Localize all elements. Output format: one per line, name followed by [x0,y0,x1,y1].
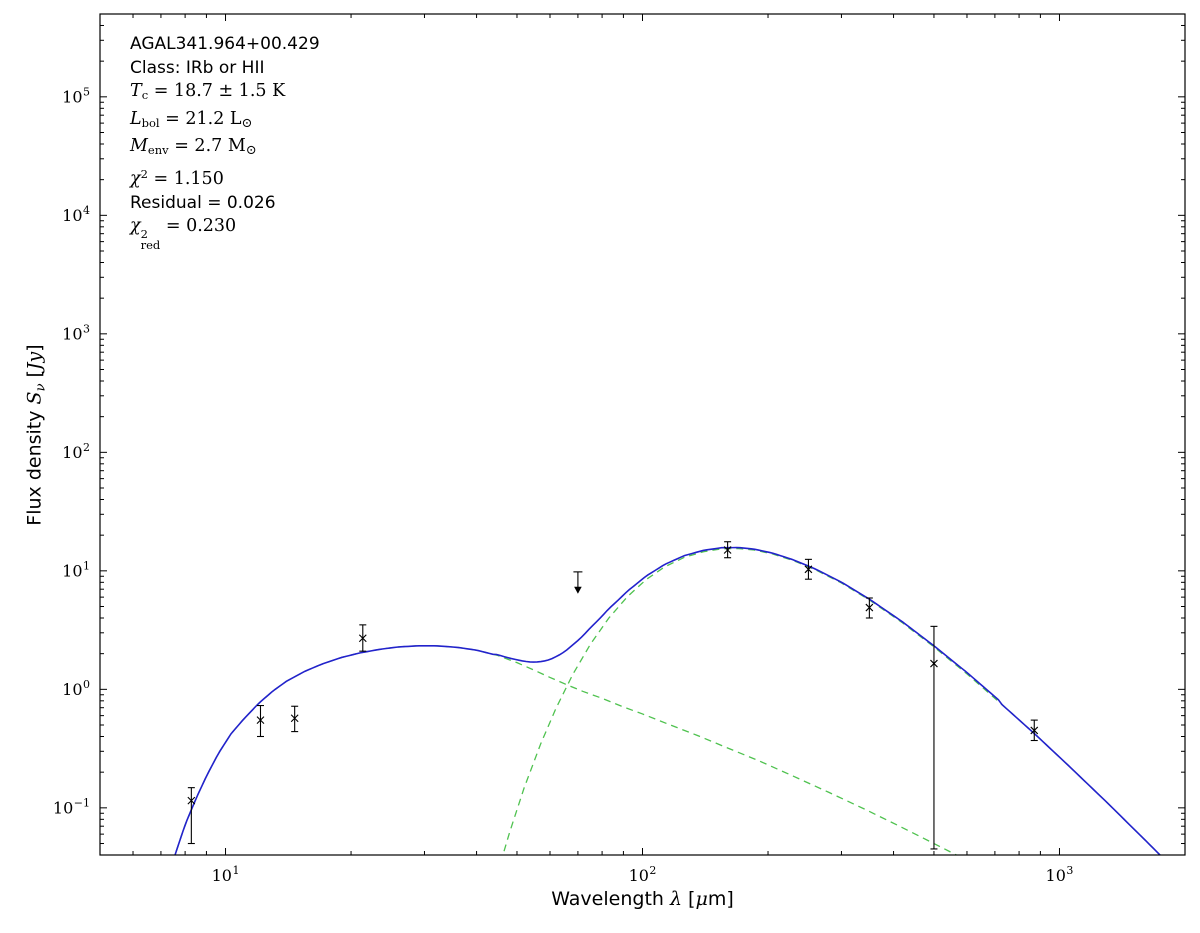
upper-limit [573,571,583,594]
tick-labels: 101 102 103 10−1 100 101 102 103 104 105 [53,85,1073,885]
x-marker [358,634,367,643]
lambda-symbol: λ [669,888,683,910]
y-tick-label: 103 [62,322,90,343]
data-point [865,597,874,619]
total-model-curve [174,546,1162,855]
dust-temperature: Tc = 18.7 ± 1.5 K [130,80,320,108]
chi-symbol: χ [130,168,141,189]
mass-subscript: env [147,143,169,158]
envelope-mass: Menv = 2.7 M⊙ [130,135,320,163]
annotation-box: AGAL341.964+00.429 Class: IRb or HII Tc … [130,33,320,250]
x-axis-label: Wavelength λ [μm] [100,888,1185,910]
chi-symbol: χ [130,216,141,237]
x-tick-label: 101 [212,864,240,885]
chi-squared-value: = 1.150 [147,168,224,189]
chi-exponent: 2 [140,166,148,181]
bolometric-luminosity: Lbol = 21.2 L⊙ [130,108,320,136]
y-label-text: Flux density [23,404,46,526]
nu-subscript: ν [33,383,49,392]
x-marker [1030,726,1039,735]
y-label-bracket-close: ] [23,344,46,352]
jy-unit: Jy [23,351,46,371]
x-marker [187,796,196,805]
sun-symbol: ⊙ [245,143,257,159]
y-tick-label: 104 [62,204,90,225]
data-point [804,558,813,580]
reduced-chi-squared-value: = 0.230 [160,216,237,237]
residual: Residual = 0.026 [130,192,276,213]
x-unit-m: m [707,888,727,910]
y-tick-label: 102 [62,441,90,462]
x-marker [930,659,938,668]
cold-component-greybody-curve [502,547,1161,855]
warm-component-greybody-curve [174,645,958,855]
x-tick-label: 102 [629,864,657,885]
solar-mass-unit: M [227,136,246,157]
luminosity-symbol: L [130,108,142,129]
data-point [358,624,367,652]
data-points [187,541,1039,850]
y-tick-label: 100 [62,678,90,699]
data-point [1030,719,1039,742]
sun-symbol: ⊙ [241,115,253,131]
temperature-symbol: T [130,81,142,102]
data-point [930,625,938,850]
data-point [290,705,299,733]
x-marker [865,603,874,612]
mass-symbol: M [130,136,148,157]
data-point [723,541,732,559]
x-label-text: Wavelength [551,888,670,910]
chi-squared: χ2 = 1.150 [130,163,320,192]
data-point [256,704,265,738]
x-marker [804,565,813,574]
y-tick-label: 105 [62,85,90,106]
chi-red-subscript: red [140,237,161,252]
chi-red-supsub: 2 red [141,229,161,250]
data-point [187,787,196,845]
chi-red-exponent: 2 [140,227,148,242]
mu-symbol: μ [695,888,708,910]
temperature-subscript: c [141,88,149,103]
x-label-bracket-close: ] [726,888,734,910]
source-name: AGAL341.964+00.429 [130,34,320,54]
flux-symbol: S [23,391,46,405]
y-tick-label: 10−1 [53,796,90,817]
y-tick-label: 101 [62,559,90,580]
temperature-value: = 18.7 ± 1.5 K [148,81,286,102]
plot-frame [99,13,1186,856]
y-label-bracket: [ [23,370,46,384]
x-tick-label: 103 [1046,864,1074,885]
down-arrow-icon [574,586,582,594]
classification: Class: IRb or HII [130,57,265,78]
x-marker [290,714,299,723]
x-label-bracket: [ [682,888,696,910]
luminosity-subscript: bol [141,115,160,130]
solar-luminosity-unit: L [229,108,242,129]
model-curves [174,546,1162,855]
mass-value: = 2.7 [168,136,228,157]
reduced-chi-squared: χ 2 red = 0.230 [130,215,320,250]
luminosity-value: = 21.2 [159,108,230,129]
x-marker [723,546,732,554]
y-axis-label: Flux density Sν [Jy] [24,344,49,525]
axis-ticks [100,14,1185,855]
x-marker [256,716,265,724]
